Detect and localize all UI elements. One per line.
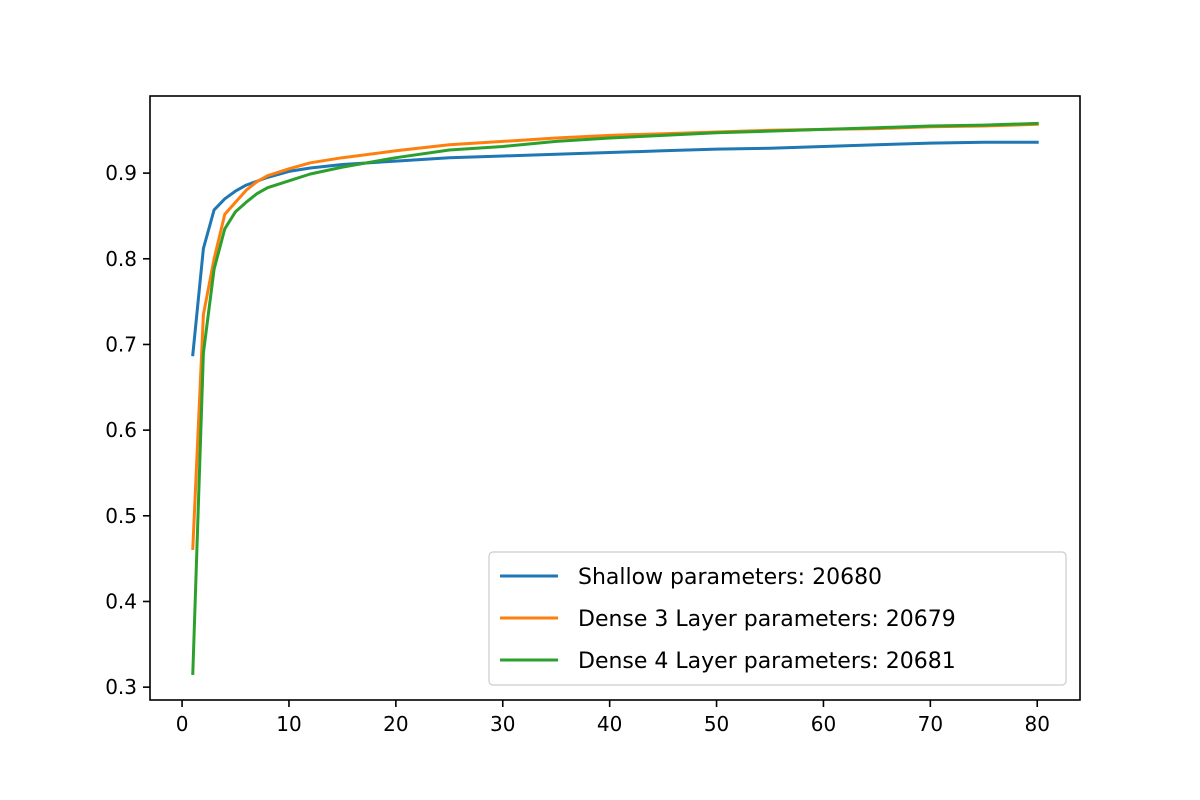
legend: Shallow parameters: 20680 Dense 3 Layer p…	[488, 551, 1067, 686]
x-tick-label: 70	[918, 712, 943, 736]
plot-frame	[149, 95, 1081, 701]
series-layer	[191, 121, 1039, 675]
y-tick-label: 0.5	[105, 504, 137, 528]
x-tick-label: 10	[276, 712, 301, 736]
x-tick-label: 80	[1025, 712, 1050, 736]
x-tick-label: 60	[811, 712, 836, 736]
x-tick-label: 30	[490, 712, 515, 736]
x-axis: 0 10 20 30 40 50 60 70 80	[176, 700, 1050, 736]
y-tick-label: 0.3	[105, 675, 137, 699]
legend-label: Dense 4 Layer parameters: 20681	[578, 649, 956, 674]
y-tick-label: 0.9	[105, 161, 137, 185]
y-tick-label: 0.6	[105, 418, 137, 442]
x-tick-label: 40	[597, 712, 622, 736]
x-tick-label: 20	[383, 712, 408, 736]
y-tick-label: 0.7	[105, 332, 137, 356]
y-tick-label: 0.4	[105, 589, 137, 613]
legend-label: Shallow parameters: 20680	[578, 565, 882, 590]
x-tick-label: 50	[704, 712, 729, 736]
series-line-3	[191, 121, 1039, 675]
y-axis: 0.3 0.4 0.5 0.6 0.7 0.8 0.9	[105, 161, 150, 699]
y-tick-label: 0.8	[105, 247, 137, 271]
x-tick-label: 0	[176, 712, 189, 736]
legend-box	[488, 551, 1067, 686]
series-line-1	[191, 140, 1039, 357]
legend-label: Dense 3 Layer parameters: 20679	[578, 607, 956, 632]
